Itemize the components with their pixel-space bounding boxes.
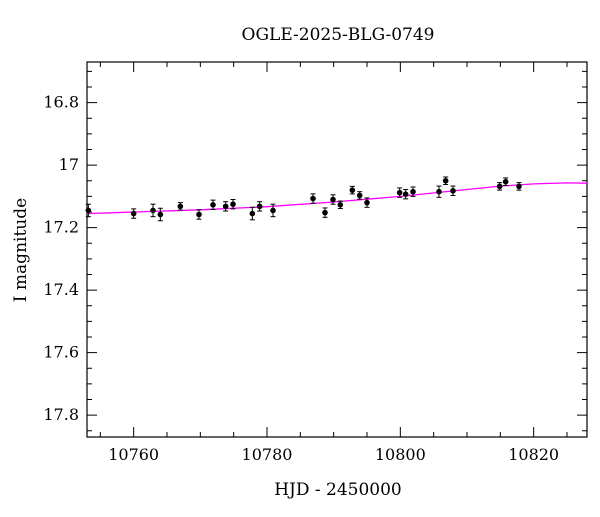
data-point bbox=[230, 201, 236, 207]
chart-title: OGLE-2025-BLG-0749 bbox=[242, 25, 435, 45]
data-point bbox=[442, 177, 449, 184]
data-point bbox=[356, 192, 363, 199]
data-point bbox=[496, 183, 503, 190]
x-axis-label: HJD - 2450000 bbox=[274, 480, 402, 500]
data-point bbox=[256, 203, 263, 210]
y-tick-label: 16.8 bbox=[43, 93, 79, 112]
plot-frame bbox=[86, 61, 588, 438]
x-tick-label: 10760 bbox=[108, 445, 159, 464]
data-point bbox=[516, 183, 522, 190]
data-point bbox=[157, 211, 164, 218]
data-point bbox=[322, 209, 328, 216]
y-axis-label: I magnitude bbox=[11, 198, 31, 302]
y-tick-label: 17.8 bbox=[43, 405, 79, 424]
y-tick-label: 17.6 bbox=[43, 343, 79, 362]
y-tick-label: 17 bbox=[59, 155, 79, 174]
data-point bbox=[222, 203, 229, 210]
x-tick-label: 10780 bbox=[242, 445, 293, 464]
data-point bbox=[410, 188, 416, 195]
data-point bbox=[364, 199, 370, 206]
data-point bbox=[130, 210, 137, 217]
data-point bbox=[502, 178, 509, 185]
data-point bbox=[349, 187, 356, 193]
data-point bbox=[310, 195, 316, 202]
data-point bbox=[436, 188, 442, 195]
plot-area: 10760 10780 10800 10820 16.8 17 17.2 17.4 17.6 17… bbox=[43, 61, 588, 464]
data-point bbox=[270, 207, 276, 214]
y-tick-label: 17.4 bbox=[43, 280, 79, 299]
data-point bbox=[196, 211, 202, 218]
x-tick-label: 10800 bbox=[375, 445, 426, 464]
data-point bbox=[402, 191, 409, 197]
data-point bbox=[150, 207, 156, 214]
data-point bbox=[450, 187, 456, 194]
data-point bbox=[210, 202, 216, 208]
data-point bbox=[177, 203, 184, 210]
data-point bbox=[330, 196, 336, 203]
x-tick-label: 10820 bbox=[508, 445, 559, 464]
model-curve bbox=[87, 182, 587, 215]
y-tick-label: 17.2 bbox=[43, 218, 79, 237]
data-point bbox=[249, 210, 256, 217]
data-point bbox=[396, 189, 403, 196]
data-point bbox=[85, 207, 92, 214]
data-point bbox=[337, 202, 344, 208]
